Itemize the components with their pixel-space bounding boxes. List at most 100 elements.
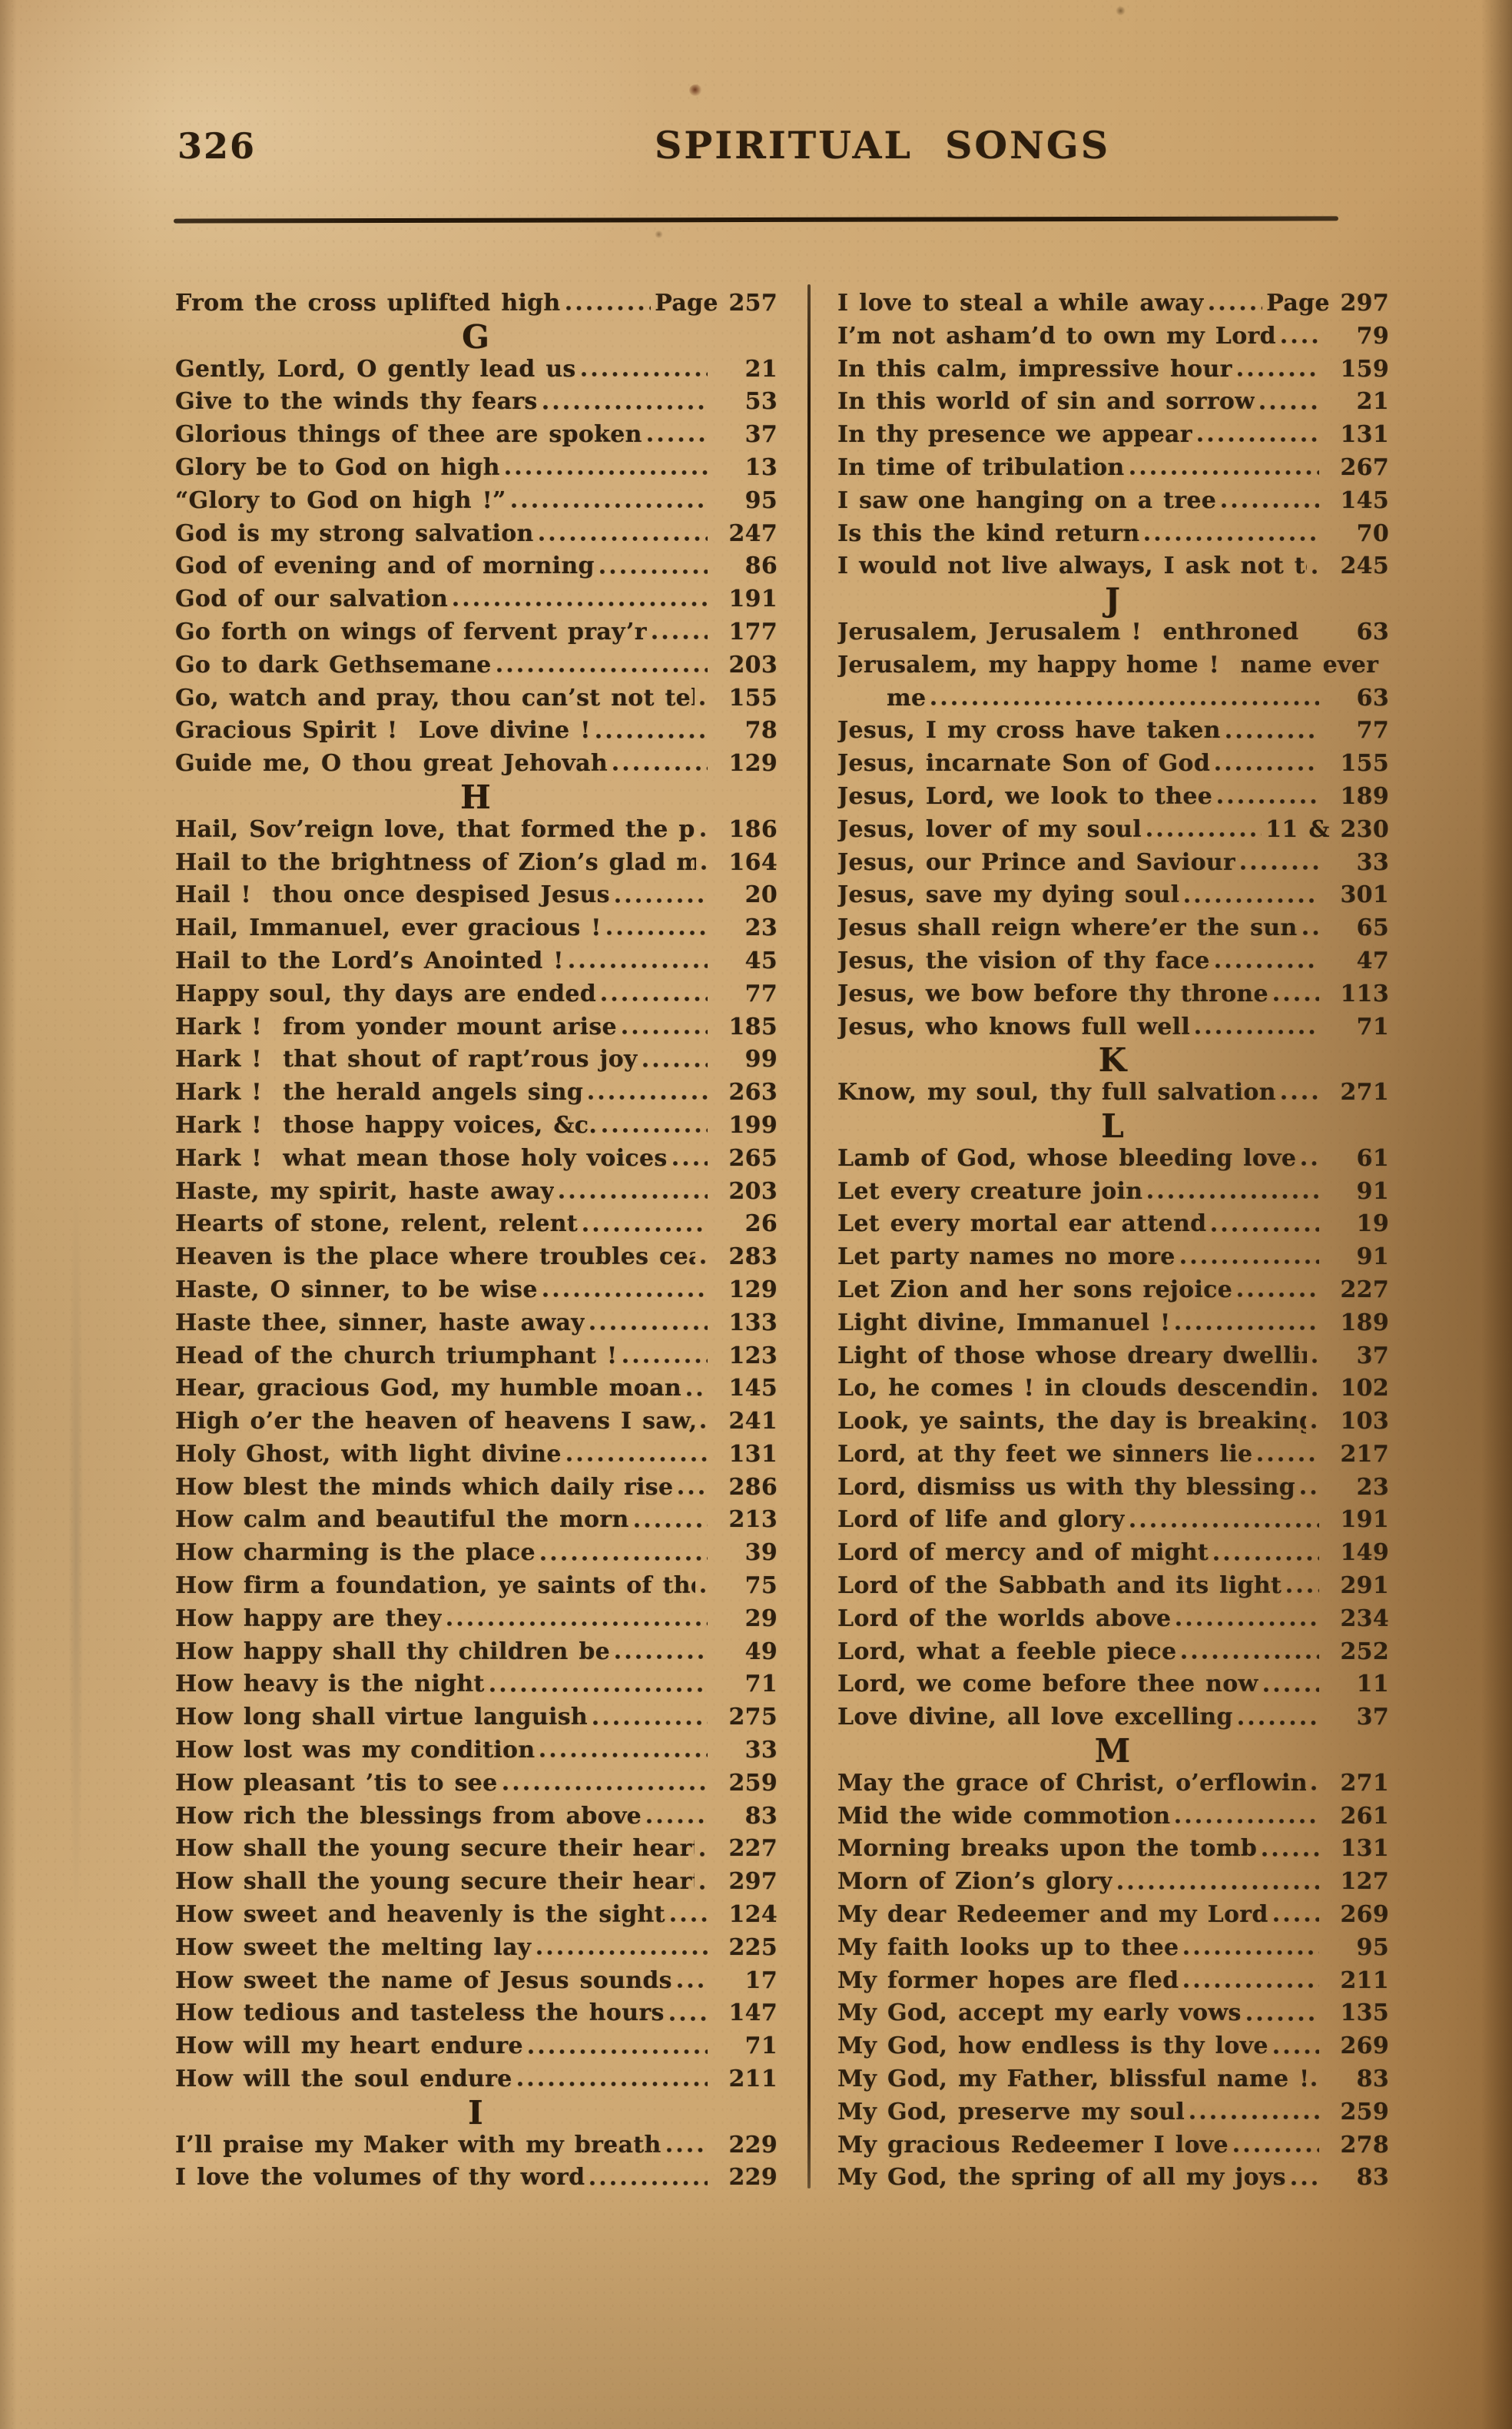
dot-leader bbox=[1233, 2129, 1319, 2162]
page-ref: 78 bbox=[744, 717, 778, 745]
hymn-first-line: Love divine, all love excelling bbox=[837, 1704, 1233, 1731]
dot-leader bbox=[1215, 748, 1319, 781]
page-ref: 265 bbox=[728, 1144, 778, 1172]
dot-leader bbox=[581, 353, 708, 387]
hymn-first-line: How sweet the melting lay bbox=[175, 1933, 532, 1961]
hymn-first-line: Hark ! from yonder mount arise bbox=[175, 1013, 617, 1040]
index-entry: Hear, gracious God, my humble moan 145 bbox=[175, 1372, 778, 1406]
hymn-first-line: How charming is the place bbox=[175, 1539, 536, 1567]
page-ref: 267 bbox=[1340, 453, 1389, 481]
dot-leader bbox=[1258, 1438, 1319, 1472]
page-ref: 245 bbox=[1340, 552, 1389, 580]
dot-leader bbox=[700, 682, 708, 715]
hymn-first-line: Lord of mercy and of might bbox=[837, 1539, 1209, 1567]
index-entry: How calm and beautiful the morn 213 bbox=[175, 1504, 778, 1538]
index-entry: Jesus, Lord, we look to thee 189 bbox=[837, 780, 1389, 814]
dot-leader bbox=[566, 1438, 708, 1472]
hymn-first-line: Let Zion and her sons rejoice bbox=[837, 1276, 1233, 1303]
page-ref: 155 bbox=[1340, 750, 1389, 778]
page-ref: 131 bbox=[728, 1440, 778, 1468]
section-letter: J bbox=[1105, 581, 1122, 619]
page-ref: 127 bbox=[1340, 1868, 1389, 1896]
page-ref: 29 bbox=[744, 1604, 778, 1632]
dot-leader bbox=[1311, 1405, 1319, 1438]
page-ref: 53 bbox=[744, 388, 778, 416]
page-ref: 189 bbox=[1340, 782, 1389, 810]
index-entry: Lord, we come before thee now 11 bbox=[837, 1668, 1389, 1702]
hymn-first-line: Lamb of God, whose bleeding love bbox=[837, 1144, 1297, 1172]
index-entry: How blest the minds which daily rise 286 bbox=[175, 1471, 778, 1505]
index-entry: How long shall virtue languish 275 bbox=[175, 1701, 778, 1735]
index-entry: I’ll praise my Maker with my breath 229 bbox=[175, 2129, 778, 2162]
page-ref: 241 bbox=[728, 1408, 778, 1435]
hymn-first-line: From the cross uplifted high bbox=[175, 290, 561, 317]
page-ref: 234 bbox=[1340, 1604, 1389, 1632]
index-entry: How shall the young secure their hearts 2… bbox=[175, 1833, 778, 1867]
index-entry: Go forth on wings of fervent pray’r 177 bbox=[175, 616, 778, 649]
index-column-right: I love to steal a while away Page 297 I’m … bbox=[837, 287, 1389, 2195]
hymn-first-line: How pleasant ’tis to see bbox=[175, 1769, 498, 1797]
index-entry: Jesus, I my cross have taken 77 bbox=[837, 715, 1389, 748]
index-entry: Lord of the worlds above 234 bbox=[837, 1602, 1389, 1636]
dot-leader bbox=[1313, 616, 1319, 649]
index-entry: Hail, Sov’reign love, that formed the pl… bbox=[175, 813, 778, 847]
hymn-first-line: Jesus, save my dying soul bbox=[837, 881, 1180, 909]
hymn-first-line: Hearts of stone, relent, relent bbox=[175, 1210, 579, 1238]
dot-leader bbox=[1175, 1306, 1319, 1340]
page-ref: 229 bbox=[728, 2164, 778, 2192]
dot-leader bbox=[687, 1372, 708, 1406]
page-ref: 113 bbox=[1340, 980, 1389, 1007]
dot-leader bbox=[1301, 1142, 1319, 1176]
dot-leader bbox=[542, 1273, 708, 1307]
dot-leader bbox=[536, 1931, 708, 1965]
hymn-first-line: “Glory to God on high !” bbox=[175, 486, 506, 514]
index-entry: Heaven is the place where troubles cease… bbox=[175, 1241, 778, 1274]
index-entry: In time of tribulation 267 bbox=[837, 451, 1389, 485]
page-ref: 261 bbox=[1340, 1802, 1389, 1830]
index-entry: How sweet the name of Jesus sounds 17 bbox=[175, 1964, 778, 1998]
page-ref: 131 bbox=[1340, 421, 1389, 449]
dot-leader bbox=[700, 1405, 708, 1438]
hymn-first-line: Jesus, our Prince and Saviour bbox=[837, 848, 1236, 876]
index-entry: How shall the young secure their hearts 2… bbox=[175, 1866, 778, 1900]
index-entry: Gracious Spirit ! Love divine ! 78 bbox=[175, 715, 778, 748]
index-entry: Lamb of God, whose bleeding love 61 bbox=[837, 1142, 1389, 1176]
index-entry: I saw one hanging on a tree 145 bbox=[837, 484, 1389, 518]
page-ref: 297 bbox=[728, 1868, 778, 1896]
index-entry: Let party names no more 91 bbox=[837, 1241, 1389, 1274]
dot-leader bbox=[589, 1077, 708, 1110]
page-ref: 91 bbox=[1356, 1243, 1389, 1271]
index-entry: Light divine, Immanuel ! 189 bbox=[837, 1306, 1389, 1340]
page-ref: 23 bbox=[744, 914, 778, 942]
dot-leader bbox=[540, 1734, 708, 1767]
page-ref: 147 bbox=[728, 1999, 778, 2027]
dot-leader bbox=[622, 1339, 708, 1373]
index-entry: Gently, Lord, O gently lead us 21 bbox=[175, 353, 778, 387]
index-entry: My former hopes are fled 211 bbox=[837, 1964, 1389, 1998]
index-entry: How pleasant ’tis to see 259 bbox=[175, 1767, 778, 1800]
dot-leader bbox=[678, 1471, 708, 1505]
index-entry: How sweet the melting lay 225 bbox=[175, 1931, 778, 1965]
index-entry: Jesus, our Prince and Saviour 33 bbox=[837, 846, 1389, 880]
page-ref: 37 bbox=[1356, 1342, 1389, 1369]
page-ref: 189 bbox=[1340, 1309, 1389, 1336]
page-ref: 71 bbox=[1356, 1013, 1389, 1040]
hymn-first-line: Lord of the worlds above bbox=[837, 1604, 1172, 1632]
index-entry: God is my strong salvation 247 bbox=[175, 517, 778, 551]
dot-leader bbox=[1214, 1537, 1319, 1571]
index-entry: Morn of Zion’s glory 127 bbox=[837, 1866, 1389, 1900]
dot-leader bbox=[615, 1635, 708, 1669]
index-entry: May the grace of Christ, o’erflowing 271 bbox=[837, 1767, 1389, 1800]
page-ref: 269 bbox=[1340, 2032, 1389, 2060]
dot-leader bbox=[511, 484, 708, 518]
dot-leader bbox=[1185, 879, 1319, 913]
dot-leader bbox=[528, 2030, 708, 2064]
page-ref: 17 bbox=[744, 1966, 778, 1994]
hymn-first-line: My God, how endless is thy love bbox=[837, 2032, 1268, 2060]
index-entry: Hark ! what mean those holy voices 265 bbox=[175, 1142, 778, 1176]
index-entry: My God, how endless is thy love 269 bbox=[837, 2030, 1389, 2064]
index-entry: Glorious things of thee are spoken 37 bbox=[175, 419, 778, 452]
hymn-first-line: In this calm, impressive hour bbox=[837, 355, 1232, 383]
dot-leader bbox=[1129, 451, 1319, 485]
dot-leader bbox=[602, 977, 708, 1011]
